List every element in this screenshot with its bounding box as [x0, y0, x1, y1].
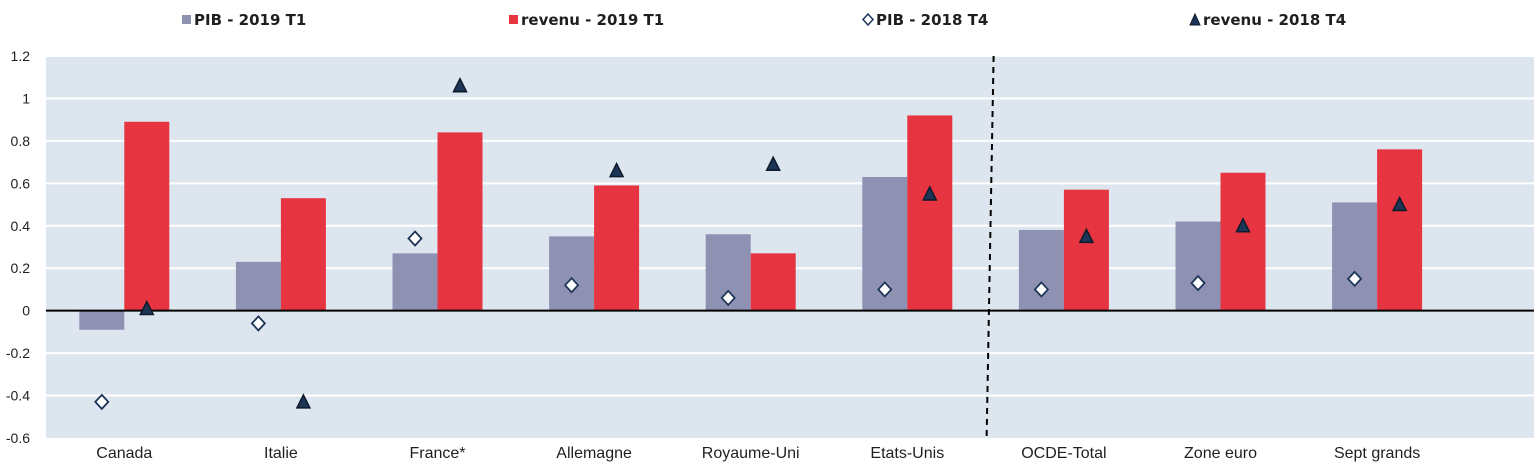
bar-pib-2019-t1	[549, 236, 595, 311]
legend-swatch-bar-red	[509, 15, 518, 24]
marker-triangle-revenu-2018-t4	[1235, 217, 1251, 233]
group-divider-line	[985, 55, 995, 439]
y-tick-label: 0.4	[11, 218, 31, 234]
bar-revenu-2019-t1	[124, 121, 170, 311]
marker-diamond-pib-2018-t4	[407, 230, 423, 247]
bar-pib-2019-t1	[1018, 230, 1064, 311]
y-tick-label: 0	[22, 303, 30, 319]
bars	[79, 115, 1423, 330]
bar-revenu-2019-t1	[594, 185, 640, 311]
markers	[94, 77, 1408, 411]
marker-diamond-pib-2018-t4	[250, 315, 267, 332]
y-tick-label: -0.4	[6, 388, 30, 404]
x-category-label: Sept grands	[1334, 445, 1420, 462]
y-tick-label: 0.8	[11, 133, 31, 149]
marker-diamond-pib-2018-t4	[1190, 274, 1206, 292]
marker-diamond-pib-2018-t4	[720, 289, 736, 307]
legend-triangle-icon	[1189, 12, 1201, 26]
y-tick-label: -0.6	[6, 430, 30, 446]
plot-background	[46, 56, 1534, 438]
marker-triangle-revenu-2018-t4	[1078, 227, 1095, 244]
legend-label: PIB - 2018 T4	[876, 11, 988, 29]
bar-revenu-2019-t1	[1377, 149, 1423, 311]
y-tick-label: -0.2	[6, 345, 30, 361]
y-tick-label: 1.2	[11, 48, 31, 64]
marker-triangle-revenu-2018-t4	[765, 155, 781, 171]
legend-item-pib-2018-t4: PIB - 2018 T4	[861, 11, 988, 29]
legend-swatch-bar-grey	[182, 15, 191, 24]
x-category-label: Etats-Unis	[870, 445, 944, 462]
marker-diamond-pib-2018-t4	[1346, 270, 1363, 288]
marker-triangle-revenu-2018-t4	[139, 299, 155, 316]
bar-pib-2019-t1	[1175, 221, 1221, 311]
legend-label: revenu - 2019 T1	[521, 11, 664, 29]
y-tick-label: 0.6	[11, 175, 31, 191]
legend-item-revenu-2019-t1: revenu - 2019 T1	[509, 11, 664, 29]
x-category-label: Italie	[264, 445, 298, 462]
marker-diamond-pib-2018-t4	[563, 276, 580, 294]
marker-triangle-revenu-2018-t4	[608, 161, 625, 178]
marker-diamond-pib-2018-t4	[877, 281, 893, 298]
legend-item-pib-2019-t1: PIB - 2019 T1	[182, 11, 306, 29]
x-category-label: Zone euro	[1184, 445, 1257, 462]
legend: PIB - 2019 T1 revenu - 2019 T1 PIB - 201…	[182, 11, 1346, 29]
bar-revenu-2019-t1	[1063, 189, 1109, 311]
legend-label: PIB - 2019 T1	[194, 11, 306, 29]
bar-pib-2019-t1	[1332, 202, 1378, 311]
marker-triangle-revenu-2018-t4	[922, 185, 938, 201]
x-category-label: France*	[409, 445, 465, 462]
marker-diamond-pib-2018-t4	[94, 393, 110, 411]
x-category-label: Allemagne	[556, 445, 632, 462]
marker-diamond-pib-2018-t4	[1033, 281, 1050, 298]
x-category-label: Canada	[96, 445, 152, 462]
marker-triangle-revenu-2018-t4	[295, 393, 312, 409]
x-axis-labels: Canada Italie France* Allemagne Royaume-Uni E…	[96, 445, 1420, 462]
y-tick-label: 1	[22, 90, 30, 106]
bar-revenu-2019-t1	[1220, 172, 1266, 311]
legend-item-revenu-2018-t4: revenu - 2018 T4	[1189, 11, 1346, 29]
bar-pib-2019-t1	[392, 253, 438, 311]
marker-triangle-revenu-2018-t4	[1391, 195, 1408, 212]
y-axis-ticks: 1.2 1 0.8 0.6 0.4 0.2 0 -0.2 -0.4 -0.6	[6, 48, 30, 446]
marker-triangle-revenu-2018-t4	[452, 77, 468, 93]
y-tick-label: 0.2	[11, 260, 31, 276]
x-category-label: Royaume-Uni	[702, 445, 800, 462]
bar-pib-2019-t1	[235, 261, 281, 311]
bar-pib-2019-t1	[79, 310, 125, 330]
x-category-label: OCDE-Total	[1021, 445, 1106, 462]
bar-revenu-2019-t1	[907, 115, 953, 311]
bar-revenu-2019-t1	[437, 132, 483, 311]
legend-label: revenu - 2018 T4	[1203, 11, 1346, 29]
bar-revenu-2019-t1	[280, 198, 326, 311]
bar-revenu-2019-t1	[750, 253, 796, 311]
legend-diamond-icon	[861, 12, 875, 27]
